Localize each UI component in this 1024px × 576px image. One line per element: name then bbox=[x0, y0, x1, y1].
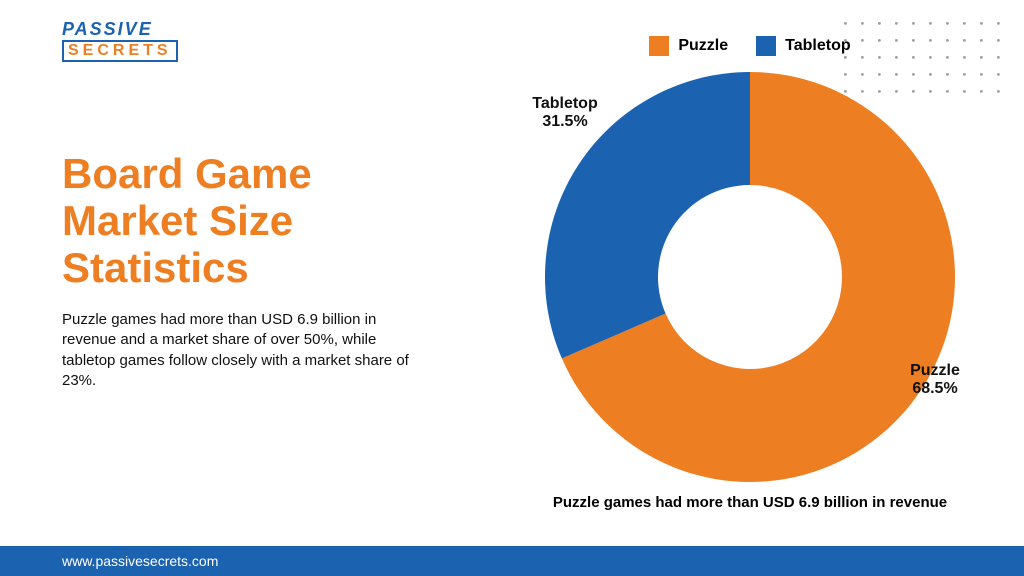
legend-item-tabletop: Tabletop bbox=[756, 36, 850, 56]
page-root: PASSIVE SECRETS Board Game Market Size S… bbox=[0, 0, 1024, 576]
legend-swatch-tabletop bbox=[756, 36, 776, 56]
brand-logo-line2: SECRETS bbox=[62, 40, 178, 62]
legend-label-puzzle: Puzzle bbox=[678, 37, 728, 55]
footer-url: www.passivesecrets.com bbox=[62, 553, 218, 569]
chart-legend: Puzzle Tabletop bbox=[500, 36, 1000, 56]
legend-item-puzzle: Puzzle bbox=[649, 36, 728, 56]
slice-label-puzzle: Puzzle 68.5% bbox=[875, 362, 995, 399]
slice-label-puzzle-name: Puzzle bbox=[875, 362, 995, 380]
footer-bar: www.passivesecrets.com bbox=[0, 546, 1024, 576]
legend-label-tabletop: Tabletop bbox=[785, 37, 850, 55]
market-share-donut-chart: Puzzle Tabletop Tabletop 31.5% Puzzle 68… bbox=[500, 36, 1000, 516]
donut-wrap: Tabletop 31.5% Puzzle 68.5% bbox=[535, 62, 965, 492]
slice-label-puzzle-pct: 68.5% bbox=[875, 380, 995, 398]
page-title: Board Game Market Size Statistics bbox=[62, 150, 422, 291]
slice-label-tabletop-name: Tabletop bbox=[505, 95, 625, 113]
intro-paragraph: Puzzle games had more than USD 6.9 billi… bbox=[62, 310, 422, 391]
slice-label-tabletop: Tabletop 31.5% bbox=[505, 95, 625, 132]
legend-swatch-puzzle bbox=[649, 36, 669, 56]
chart-caption: Puzzle games had more than USD 6.9 billi… bbox=[500, 494, 1000, 511]
brand-logo: PASSIVE SECRETS bbox=[62, 20, 178, 62]
brand-logo-line1: PASSIVE bbox=[62, 20, 178, 38]
slice-label-tabletop-pct: 31.5% bbox=[505, 113, 625, 131]
